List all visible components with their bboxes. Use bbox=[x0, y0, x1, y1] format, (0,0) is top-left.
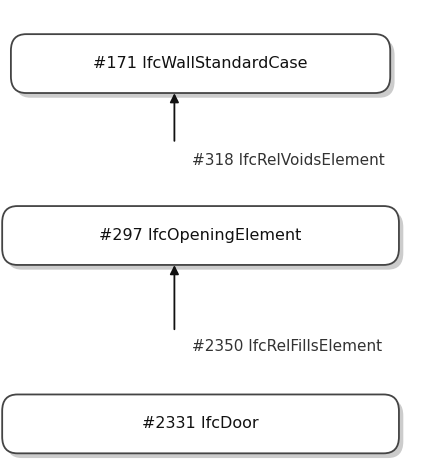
FancyBboxPatch shape bbox=[2, 206, 399, 265]
FancyBboxPatch shape bbox=[15, 39, 395, 98]
FancyBboxPatch shape bbox=[11, 34, 390, 93]
FancyBboxPatch shape bbox=[7, 211, 403, 269]
FancyBboxPatch shape bbox=[2, 395, 399, 453]
Text: #171 IfcWallStandardCase: #171 IfcWallStandardCase bbox=[93, 56, 308, 71]
FancyBboxPatch shape bbox=[7, 399, 403, 458]
Text: #297 IfcOpeningElement: #297 IfcOpeningElement bbox=[99, 228, 302, 243]
Text: #318 IfcRelVoidsElement: #318 IfcRelVoidsElement bbox=[192, 153, 385, 168]
Text: #2331 IfcDoor: #2331 IfcDoor bbox=[142, 416, 259, 431]
Text: #2350 IfcRelFillsElement: #2350 IfcRelFillsElement bbox=[192, 339, 382, 354]
